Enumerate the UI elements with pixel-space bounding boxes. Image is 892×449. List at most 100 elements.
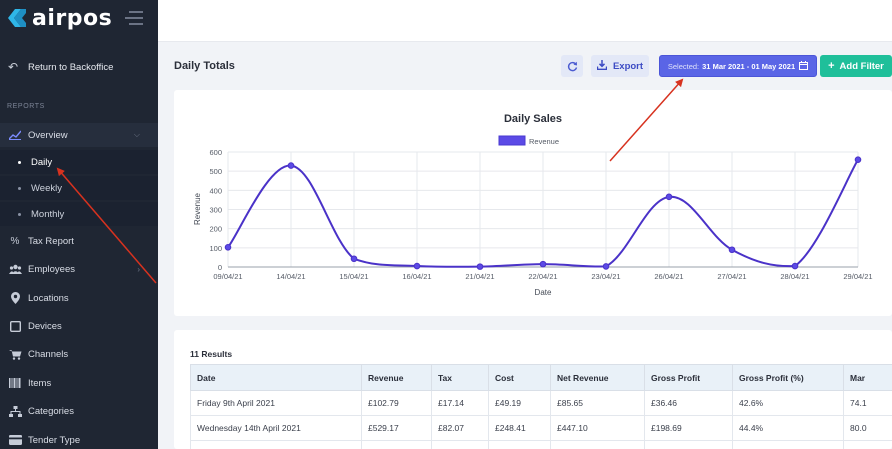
table-cell — [843, 440, 892, 449]
x-tick-label: 28/04/21 — [780, 272, 809, 281]
y-tick-label: 100 — [209, 244, 222, 253]
calendar-icon — [799, 60, 809, 72]
date-range-button[interactable]: Selected: 31 Mar 2021 - 01 May 2021 — [659, 55, 817, 77]
data-point — [539, 260, 547, 268]
sidebar-item-devices[interactable]: Devices — [0, 314, 158, 338]
x-tick-label: 16/04/21 — [402, 272, 431, 281]
card-icon — [8, 434, 22, 446]
barcode-icon — [8, 377, 22, 389]
sidebar-item-label: Items — [28, 377, 52, 389]
table-cell: £529.17 — [361, 415, 432, 441]
download-icon — [596, 60, 608, 72]
y-tick-label: 200 — [209, 225, 222, 234]
sidebar-item-label: Channels — [28, 348, 69, 360]
table-cell: £447.10 — [550, 415, 645, 441]
column-header[interactable]: Net Revenue — [550, 364, 645, 391]
map-pin-icon — [8, 292, 22, 304]
table-cell: £102.79 — [361, 390, 432, 416]
data-point — [791, 262, 799, 270]
export-button[interactable]: Export — [591, 55, 649, 77]
sidebar-item-categories[interactable]: Categories — [0, 399, 158, 423]
x-tick-label: 21/04/21 — [465, 272, 494, 281]
table-cell: £198.69 — [644, 415, 733, 441]
x-tick-label: 15/04/21 — [339, 272, 368, 281]
data-point — [602, 263, 610, 270]
menu-toggle-icon[interactable] — [125, 11, 143, 25]
x-tick-label: 27/04/21 — [717, 272, 746, 281]
tablet-icon — [8, 320, 22, 332]
sidebar-item-locations[interactable]: Locations — [0, 286, 158, 310]
table-cell — [732, 440, 844, 449]
sidebar-item-label: Employees — [28, 263, 75, 275]
add-filter-button[interactable]: + Add Filter — [820, 55, 892, 77]
sidebar-item-items[interactable]: Items — [0, 371, 158, 395]
sidebar-item-label: Overview — [28, 129, 68, 141]
data-point — [413, 262, 421, 270]
table-row[interactable]: Wednesday 14th April 2021 £529.17 £82.07… — [190, 415, 892, 441]
table-cell: 42.6% — [732, 390, 844, 416]
column-header[interactable]: Mar — [843, 364, 892, 391]
sidebar-item-channels[interactable]: Channels — [0, 342, 158, 366]
y-tick-label: 500 — [209, 167, 222, 176]
chart-card: Daily Sales Revenue 0 100 200 300 400 500 600 09/… — [174, 90, 892, 316]
x-tick-label: 26/04/21 — [654, 272, 683, 281]
table-row[interactable] — [190, 440, 892, 449]
top-bar — [158, 0, 892, 42]
brand[interactable]: airpos — [6, 6, 112, 31]
data-point — [350, 255, 358, 263]
chart-line-icon — [8, 129, 22, 141]
sidebar-item-employees[interactable]: Employees › — [0, 257, 158, 281]
sidebar-subitem-label: Daily — [31, 156, 53, 168]
reports-section-label: REPORTS — [7, 103, 45, 110]
sidebar-item-label: Devices — [28, 320, 62, 332]
return-to-backoffice-label: Return to Backoffice — [28, 61, 114, 73]
sitemap-icon — [8, 405, 22, 417]
table-cell: 80.0 — [843, 415, 892, 441]
table-cell: £85.65 — [550, 390, 645, 416]
sidebar-item-tax-report[interactable]: % Tax Report — [0, 229, 158, 253]
y-tick-label: 0 — [218, 263, 222, 272]
column-header[interactable]: Date — [190, 364, 362, 391]
page-header: Daily Totals Export Selected: 31 Mar 202… — [174, 54, 892, 80]
sidebar-subitem-weekly[interactable]: Weekly — [0, 176, 158, 200]
data-point — [854, 156, 862, 163]
plus-icon: + — [828, 60, 835, 72]
results-table: Date Revenue Tax Cost Net Revenue Gross … — [190, 364, 892, 449]
x-tick-label: 29/04/21 — [843, 272, 872, 281]
airpos-logo-icon — [8, 9, 26, 27]
chevron-right-icon: › — [137, 264, 140, 274]
data-point — [224, 243, 232, 251]
sidebar-item-tender-type[interactable]: Tender Type — [0, 428, 158, 449]
y-tick-label: 400 — [209, 186, 222, 195]
y-axis-label: Revenue — [193, 192, 202, 225]
column-header[interactable]: Cost — [488, 364, 551, 391]
users-icon — [8, 263, 22, 275]
x-tick-label: 23/04/21 — [591, 272, 620, 281]
column-header[interactable]: Tax — [431, 364, 489, 391]
table-cell: £17.14 — [431, 390, 489, 416]
sidebar: airpos ↶ Return to Backoffice REPORTS Ov… — [0, 0, 158, 449]
sidebar-item-overview[interactable]: Overview ⌵ — [0, 123, 158, 147]
table-header-row: Date Revenue Tax Cost Net Revenue Gross … — [190, 364, 892, 391]
table-row[interactable]: Friday 9th April 2021 £102.79 £17.14 £49… — [190, 390, 892, 416]
data-point — [728, 246, 736, 254]
chevron-down-icon: ⌵ — [133, 130, 140, 139]
date-range-value: 31 Mar 2021 - 01 May 2021 — [702, 61, 796, 71]
x-tick-label: 22/04/21 — [528, 272, 557, 281]
sidebar-subitem-monthly[interactable]: Monthly — [0, 202, 158, 226]
column-header[interactable]: Revenue — [361, 364, 432, 391]
results-count: 11 Results — [190, 349, 233, 359]
refresh-icon — [567, 61, 577, 71]
refresh-button[interactable] — [561, 55, 583, 77]
bullet-icon — [18, 212, 21, 216]
data-point — [287, 162, 295, 169]
x-tick-label: 09/04/21 — [213, 272, 242, 281]
bullet-icon — [18, 160, 21, 164]
column-header[interactable]: Gross Profit (%) — [732, 364, 844, 391]
return-to-backoffice-link[interactable]: ↶ Return to Backoffice — [8, 60, 113, 74]
sidebar-subitem-daily[interactable]: Daily — [0, 150, 158, 174]
sidebar-subitem-label: Monthly — [31, 208, 65, 220]
table-cell: Friday 9th April 2021 — [190, 390, 362, 416]
column-header[interactable]: Gross Profit — [644, 364, 733, 391]
x-axis-label: Date — [535, 288, 552, 297]
